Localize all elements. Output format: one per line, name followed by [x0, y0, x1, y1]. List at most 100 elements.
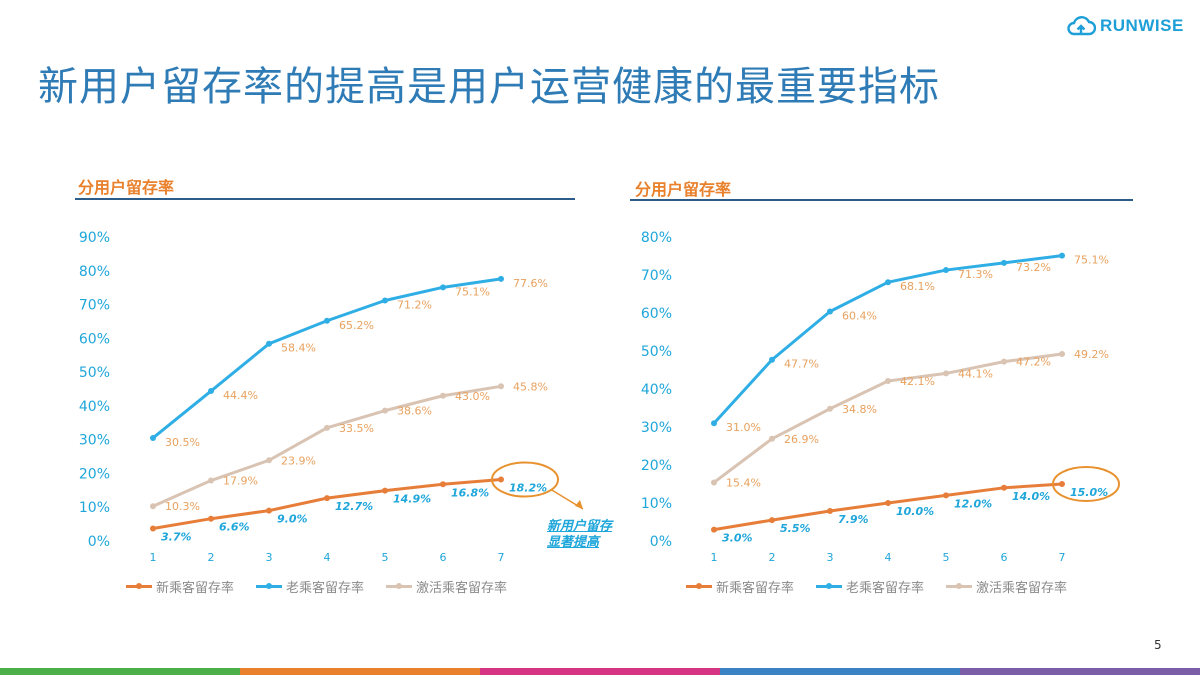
data-point-old: [769, 356, 775, 363]
legend-item-new: 新乘客留存率: [126, 577, 234, 596]
data-point-new: [382, 487, 388, 494]
data-label-new: 14.9%: [393, 493, 431, 506]
data-label-reactivated: 33.5%: [339, 422, 374, 435]
bottom-bar-segment: [960, 668, 1200, 675]
data-label-old: 71.2%: [397, 299, 432, 312]
data-label-old: 31.0%: [726, 421, 761, 434]
highlight-circle: [1052, 466, 1120, 502]
data-point-reactivated: [769, 435, 775, 442]
data-label-old: 73.2%: [1016, 261, 1051, 274]
callout-arrow-head: [575, 500, 583, 509]
y-tick-label: 20%: [79, 466, 110, 482]
data-point-reactivated: [150, 503, 156, 510]
data-label-new: 14.0%: [1012, 490, 1050, 503]
legend-item-old: 老乘客留存率: [256, 577, 364, 596]
x-tick-label: 5: [943, 551, 950, 564]
data-label-new: 15.0%: [1070, 486, 1108, 499]
data-point-new: [208, 515, 214, 522]
y-tick-label: 10%: [79, 500, 110, 516]
data-point-new: [827, 507, 833, 514]
data-label-old: 60.4%: [842, 309, 877, 322]
legend-item-new: 新乘客留存率: [686, 577, 794, 596]
data-point-old: [498, 275, 504, 282]
series-line-new: [152, 478, 502, 530]
data-point-new: [266, 507, 272, 514]
y-tick-label: 30%: [79, 433, 110, 449]
y-tick-label: 0%: [88, 534, 110, 550]
data-point-reactivated: [827, 405, 833, 412]
y-tick-label: 90%: [79, 230, 110, 246]
left-legend: 新乘客留存率 老乘客留存率 激活乘客留存率: [126, 577, 507, 596]
data-label-old: 75.1%: [455, 285, 490, 298]
callout-annotation: 新用户留存 显著提高: [547, 519, 612, 551]
data-label-old: 77.6%: [513, 277, 548, 290]
bottom-bar-segment: [480, 668, 720, 675]
data-point-reactivated: [711, 479, 717, 486]
data-label-old: 65.2%: [339, 319, 374, 332]
data-label-old: 75.1%: [1074, 254, 1109, 267]
data-point-old: [1001, 259, 1007, 266]
logo-text: RUNWISE: [1100, 16, 1184, 35]
data-label-reactivated: 47.2%: [1016, 356, 1051, 369]
data-label-old: 68.1%: [900, 280, 935, 293]
bottom-bar-segment: [240, 668, 480, 675]
data-label-reactivated: 42.1%: [900, 375, 935, 388]
right-chart-rule: [630, 199, 1133, 201]
x-tick-label: 2: [769, 551, 776, 564]
highlight-circle: [491, 461, 559, 498]
x-tick-label: 1: [711, 551, 718, 564]
x-tick-label: 4: [885, 551, 892, 564]
data-label-new: 6.6%: [219, 521, 250, 534]
legend-swatch-old: [816, 583, 843, 589]
data-label-new: 12.0%: [954, 497, 992, 510]
data-point-reactivated: [1001, 358, 1007, 365]
y-tick-label: 40%: [79, 399, 110, 415]
series-line-reactivated: [152, 384, 502, 508]
data-label-old: 47.7%: [784, 358, 819, 371]
legend-item-old: 老乘客留存率: [816, 577, 924, 596]
legend-label: 新乘客留存率: [156, 581, 235, 596]
y-tick-label: 50%: [79, 365, 110, 381]
data-point-reactivated: [440, 392, 446, 399]
data-point-reactivated: [498, 383, 504, 390]
data-label-reactivated: 38.6%: [397, 405, 432, 418]
x-tick-label: 7: [1059, 551, 1066, 564]
data-label-reactivated: 43.0%: [455, 390, 490, 403]
legend-label: 激活乘客留存率: [416, 581, 508, 596]
data-point-old: [150, 434, 156, 441]
callout-line-1: 新用户留存: [547, 519, 613, 534]
data-point-old: [266, 340, 272, 347]
legend-item-reactivated: 激活乘客留存率: [946, 577, 1067, 596]
data-label-new: 12.7%: [335, 500, 373, 513]
data-point-new: [324, 495, 330, 502]
callout-line-2: 显著提高: [547, 535, 600, 550]
data-label-reactivated: 49.2%: [1074, 348, 1109, 361]
data-point-reactivated: [324, 424, 330, 431]
x-tick-label: 3: [827, 551, 834, 564]
data-label-reactivated: 26.9%: [784, 433, 819, 446]
data-label-old: 58.4%: [281, 342, 316, 355]
y-tick-label: 0%: [650, 534, 672, 550]
legend-label: 激活乘客留存率: [976, 581, 1068, 596]
data-point-old: [943, 267, 949, 274]
data-point-new: [711, 526, 717, 533]
legend-swatch-new: [126, 583, 152, 589]
y-tick-label: 10%: [641, 496, 672, 512]
data-label-reactivated: 17.9%: [223, 475, 258, 488]
data-label-old: 30.5%: [165, 436, 200, 449]
x-tick-label: 5: [382, 551, 389, 564]
data-point-old: [324, 317, 330, 324]
legend-swatch-reactivated: [386, 583, 413, 589]
data-label-reactivated: 10.3%: [165, 500, 200, 513]
x-tick-label: 2: [208, 551, 215, 564]
data-label-new: 7.9%: [838, 513, 869, 526]
series-line-old: [152, 277, 502, 440]
data-point-reactivated: [266, 457, 272, 464]
legend-swatch-reactivated: [946, 583, 973, 589]
left-chart-title: 分用户留存率: [78, 178, 175, 197]
x-tick-label: 3: [266, 551, 273, 564]
x-tick-label: 6: [440, 551, 447, 564]
y-tick-label: 30%: [641, 420, 672, 436]
data-point-new: [440, 481, 446, 488]
